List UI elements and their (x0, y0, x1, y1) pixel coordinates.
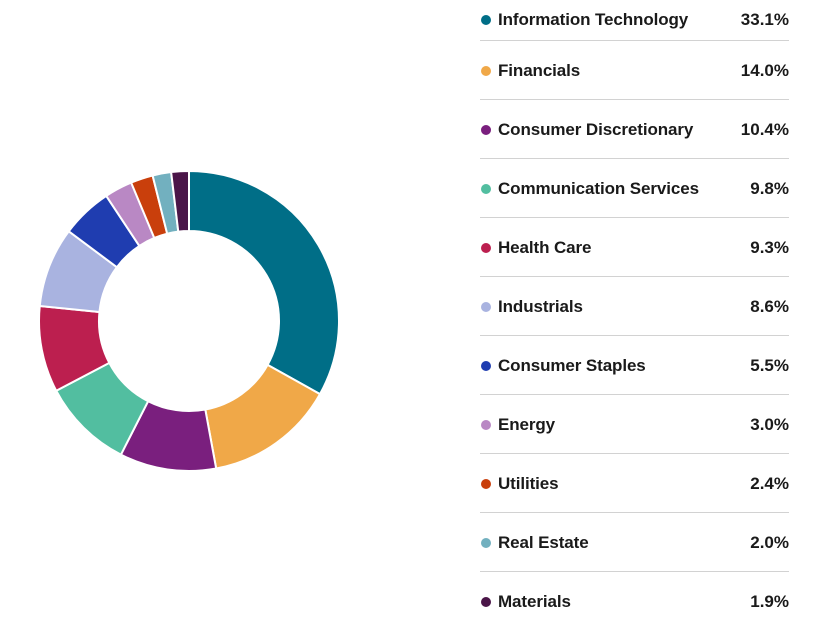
legend-label: Energy (498, 414, 556, 434)
legend: Information Technology 33.1% Financials 14.… (480, 0, 789, 630)
legend-value: 8.6% (750, 296, 789, 316)
legend-item-information-technology: Information Technology 33.1% (480, 0, 789, 41)
legend-value: 5.5% (750, 355, 789, 375)
legend-swatch-icon (481, 419, 491, 430)
legend-label: Consumer Staples (498, 355, 646, 375)
legend-value: 9.3% (750, 237, 789, 257)
legend-label: Materials (498, 591, 571, 611)
legend-item-utilities: Utilities 2.4% (480, 454, 789, 513)
legend-label: Communication Services (498, 178, 699, 198)
legend-swatch-icon (481, 360, 491, 371)
legend-item-consumer-discretionary: Consumer Discretionary 10.4% (480, 100, 789, 159)
legend-item-real-estate: Real Estate 2.0% (480, 513, 789, 572)
legend-swatch-icon (481, 15, 491, 25)
legend-swatch-icon (481, 242, 491, 253)
legend-value: 10.4% (740, 119, 789, 139)
legend-value: 14.0% (740, 60, 789, 80)
legend-label: Financials (498, 60, 581, 80)
legend-value: 33.1% (740, 10, 789, 29)
legend-label: Utilities (498, 473, 559, 493)
legend-item-communication-services: Communication Services 9.8% (480, 159, 789, 218)
legend-item-health-care: Health Care 9.3% (480, 218, 789, 277)
legend-swatch-icon (481, 478, 491, 489)
legend-swatch-icon (481, 596, 491, 607)
legend-label: Industrials (498, 296, 583, 316)
legend-value: 2.4% (750, 473, 789, 493)
legend-swatch-icon (481, 183, 491, 194)
slice-materials (170, 169, 190, 233)
legend-swatch-icon (481, 65, 491, 76)
legend-item-industrials: Industrials 8.6% (480, 277, 789, 336)
legend-label: Consumer Discretionary (498, 119, 694, 139)
legend-value: 9.8% (750, 178, 789, 198)
legend-label: Real Estate (498, 532, 589, 552)
slice-information-technology (188, 169, 340, 396)
legend-value: 2.0% (750, 532, 789, 552)
legend-label: Information Technology (498, 10, 689, 29)
legend-swatch-icon (481, 301, 491, 312)
legend-swatch-icon (481, 537, 491, 548)
legend-value: 3.0% (750, 414, 789, 434)
legend-label: Health Care (498, 237, 592, 257)
donut-chart (38, 169, 340, 472)
legend-item-consumer-staples: Consumer Staples 5.5% (480, 336, 789, 395)
legend-item-materials: Materials 1.9% (480, 572, 789, 630)
legend-item-financials: Financials 14.0% (480, 41, 789, 100)
legend-item-energy: Energy 3.0% (480, 395, 789, 454)
legend-swatch-icon (481, 124, 491, 135)
legend-value: 1.9% (750, 591, 789, 611)
